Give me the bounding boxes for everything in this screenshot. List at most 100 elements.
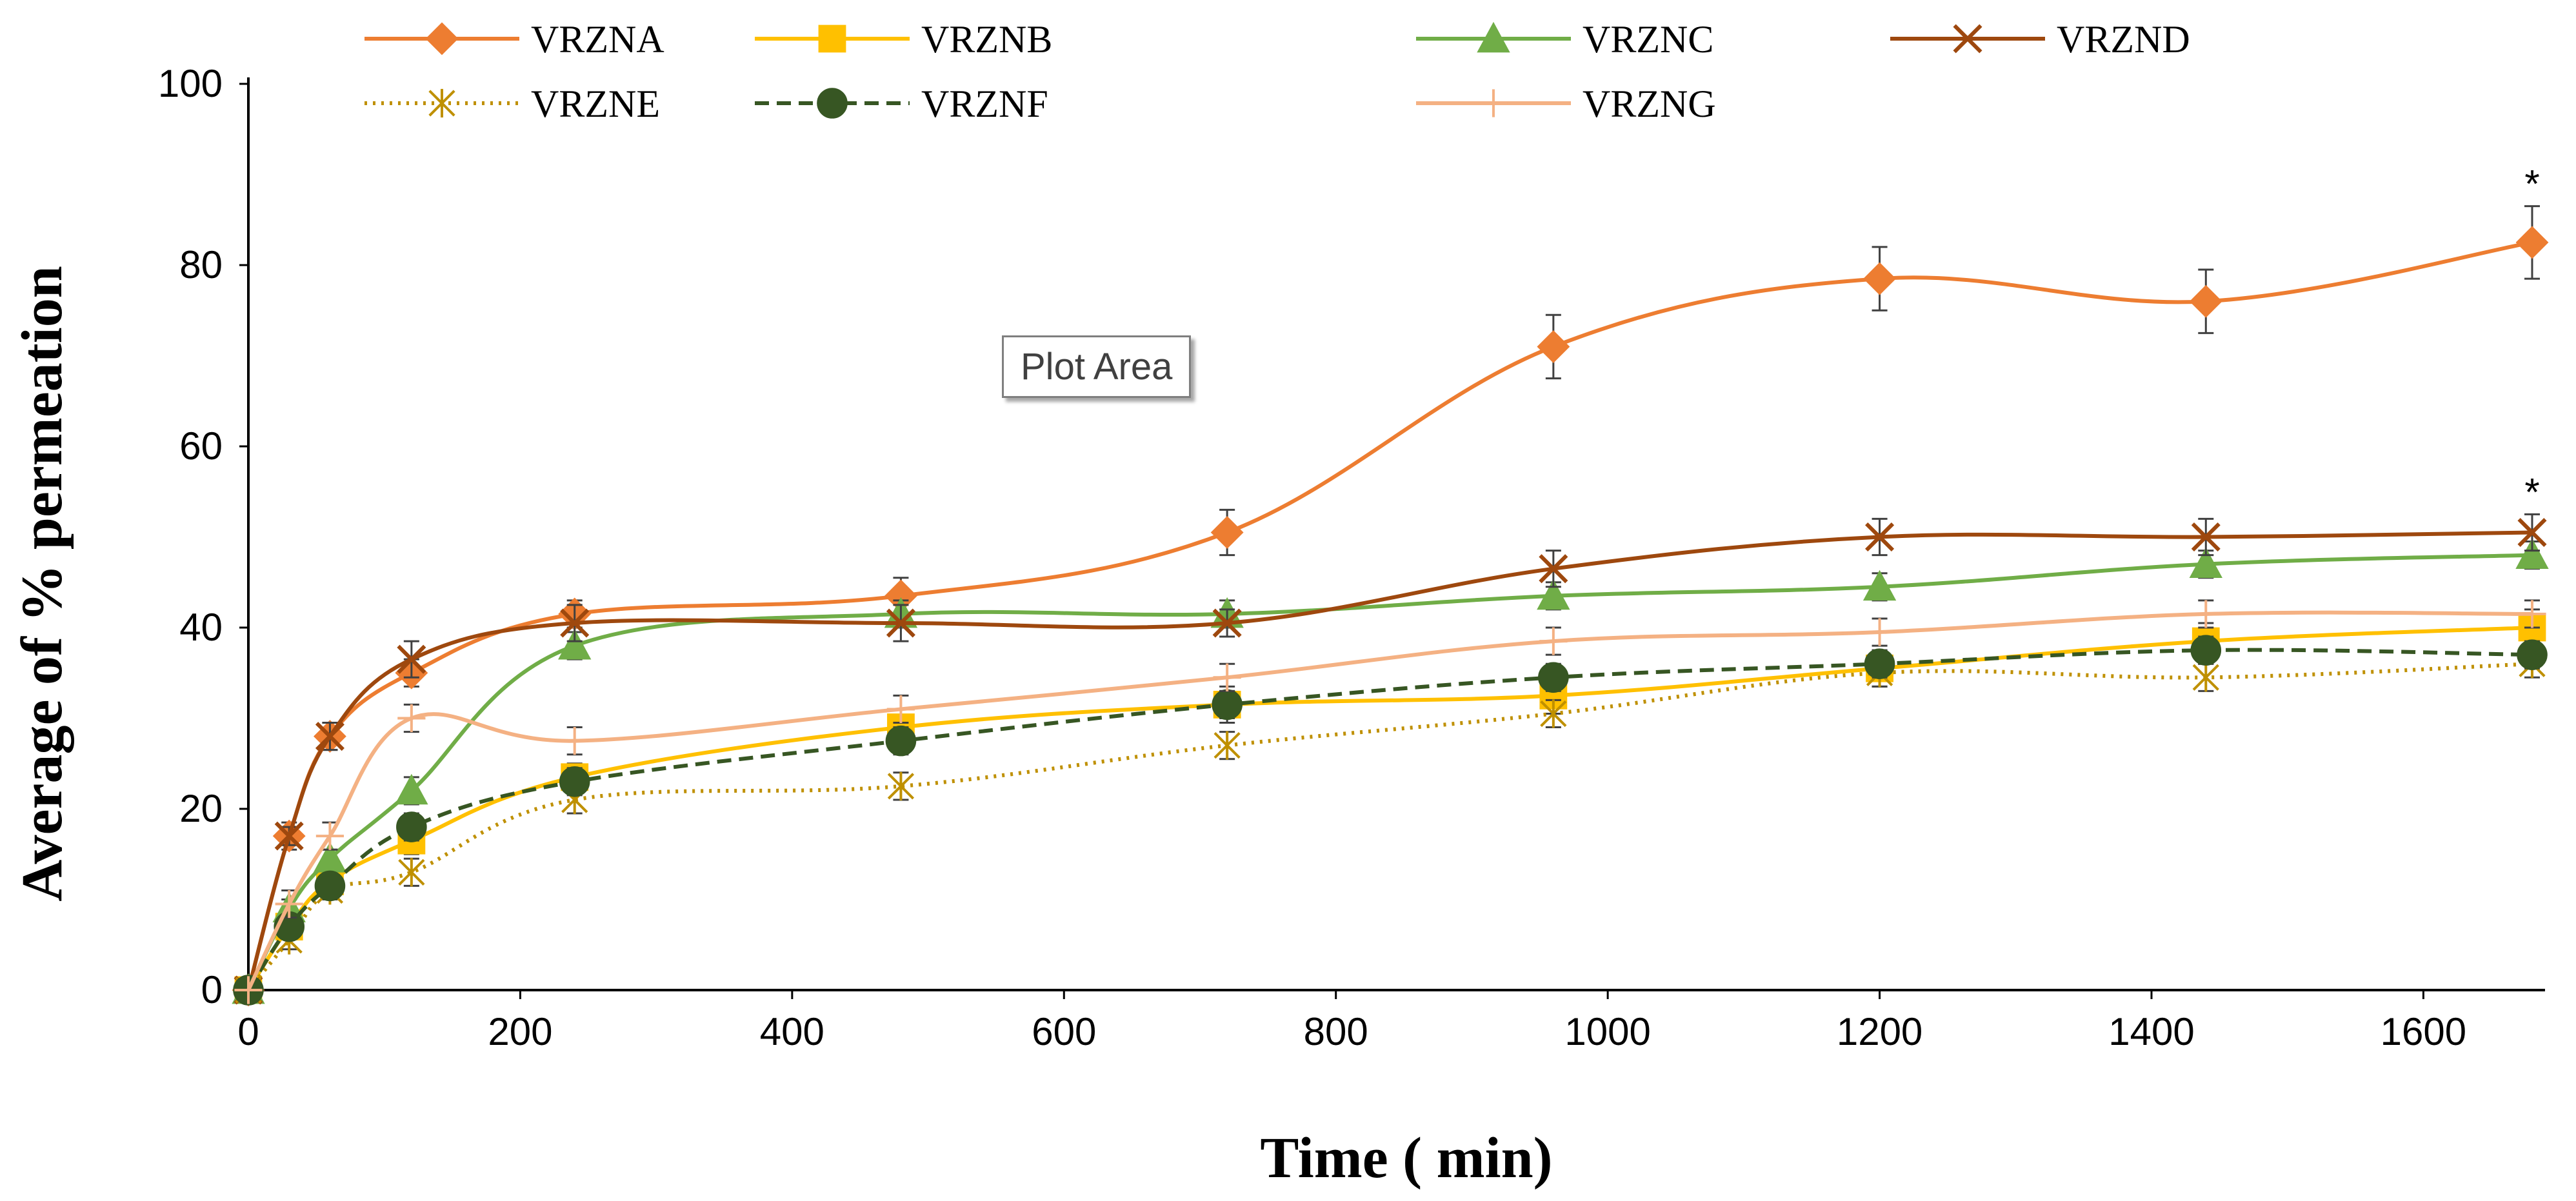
data-point	[1863, 262, 1896, 295]
legend-label: VRZNA	[531, 18, 664, 61]
series-vrzne	[235, 649, 2546, 1005]
legend-label: VRZNE	[531, 83, 660, 125]
legend-item-vrzne: VRZNE	[364, 83, 660, 125]
legend: VRZNA VRZNB VRZNC VRZND VRZNE VRZNF VRZNG	[364, 18, 2190, 125]
x-tick-label: 1400	[2108, 1010, 2194, 1053]
y-tick-label: 0	[201, 968, 223, 1011]
data-point	[2191, 522, 2221, 552]
data-point	[397, 644, 426, 674]
data-point	[315, 822, 344, 850]
x-tick-label: 200	[488, 1010, 552, 1053]
data-point	[559, 766, 590, 797]
data-point	[560, 608, 590, 638]
data-point	[2517, 639, 2548, 670]
data-point	[1212, 608, 1242, 638]
legend-item-vrznd: VRZND	[1890, 18, 2190, 61]
legend-marker	[1477, 21, 1510, 53]
data-point	[314, 870, 346, 902]
legend-label: VRZNB	[921, 18, 1052, 61]
y-tick-label: 60	[179, 424, 223, 468]
y-tick-label: 80	[179, 243, 223, 286]
data-point	[234, 976, 263, 1004]
x-tick-label: 1000	[1564, 1010, 1650, 1053]
legend-marker	[428, 88, 455, 118]
series-line	[246, 648, 2533, 991]
legend-label: VRZND	[2057, 18, 2190, 61]
plot-area-tooltip: Plot Area	[1002, 335, 1192, 398]
data-point	[2515, 538, 2549, 569]
series-vrznf	[233, 635, 2548, 1006]
data-point	[2517, 517, 2547, 547]
data-point	[315, 722, 344, 751]
x-tick-label: 0	[237, 1010, 259, 1053]
legend-label: VRZNG	[1583, 83, 1716, 125]
x-tick-label: 1600	[2381, 1010, 2466, 1053]
y-tick-label: 100	[158, 62, 223, 105]
data-point	[2192, 600, 2220, 628]
legend-item-vrznf: VRZNF	[755, 83, 1048, 125]
data-point	[1862, 570, 1897, 601]
data-point	[1865, 618, 1894, 646]
data-point	[1538, 662, 1569, 693]
x-tick-label: 400	[760, 1010, 824, 1053]
data-point	[398, 858, 425, 887]
x-tick-label: 800	[1304, 1010, 1368, 1053]
legend-item-vrznc: VRZNC	[1416, 18, 1713, 61]
legend-marker	[425, 22, 459, 55]
legend-item-vrzng: VRZNG	[1416, 83, 1716, 125]
data-point	[2518, 600, 2546, 628]
data-point	[395, 773, 428, 805]
series-line	[246, 626, 2533, 991]
data-point	[561, 727, 589, 755]
x-tick-label: 1200	[1837, 1010, 1922, 1053]
data-point	[2192, 663, 2219, 692]
series-vrzng	[234, 599, 2546, 1004]
data-point	[1539, 627, 1568, 655]
y-tick-label: 40	[179, 606, 223, 649]
legend-marker	[818, 25, 846, 53]
series-layer: **	[232, 163, 2549, 1007]
data-point	[1864, 648, 1895, 679]
data-point	[1865, 522, 1895, 552]
y-tick-label: 20	[179, 787, 223, 830]
data-point	[1212, 689, 1243, 720]
data-point	[2515, 226, 2549, 259]
data-point	[886, 608, 915, 638]
y-axis-title: Average of % permeation	[10, 266, 74, 902]
data-point	[1537, 579, 1570, 610]
significance-annotation: *	[2524, 470, 2539, 513]
legend-item-vrznb: VRZNB	[755, 18, 1052, 61]
legend-marker	[817, 88, 848, 119]
data-point	[2189, 547, 2222, 579]
data-point	[1540, 699, 1567, 728]
legend-label: VRZNC	[1583, 18, 1713, 61]
data-point	[1213, 731, 1241, 760]
data-point	[887, 771, 915, 800]
data-point	[2189, 284, 2222, 318]
legend-marker	[1479, 89, 1508, 117]
data-point	[1539, 554, 1568, 584]
data-point	[396, 811, 427, 842]
legend-label: VRZNF	[921, 83, 1048, 125]
data-point	[1210, 516, 1244, 549]
data-point	[2190, 635, 2222, 666]
data-point	[885, 725, 917, 757]
legend-marker	[1953, 24, 1982, 54]
data-point	[1537, 330, 1570, 363]
data-point	[397, 704, 426, 733]
significance-annotation: *	[2524, 163, 2539, 206]
x-tick-label: 600	[1032, 1010, 1096, 1053]
series-line	[246, 662, 2533, 991]
series-line	[246, 553, 2533, 991]
data-point	[886, 695, 915, 724]
series-vrzna: *	[232, 163, 2549, 1007]
data-point	[275, 889, 303, 918]
data-point	[274, 821, 304, 851]
data-point	[558, 628, 592, 660]
series-line	[246, 610, 2533, 991]
series-line	[246, 530, 2533, 991]
x-axis-title: Time ( min)	[1260, 1126, 1552, 1190]
legend-item-vrzna: VRZNA	[364, 18, 664, 61]
